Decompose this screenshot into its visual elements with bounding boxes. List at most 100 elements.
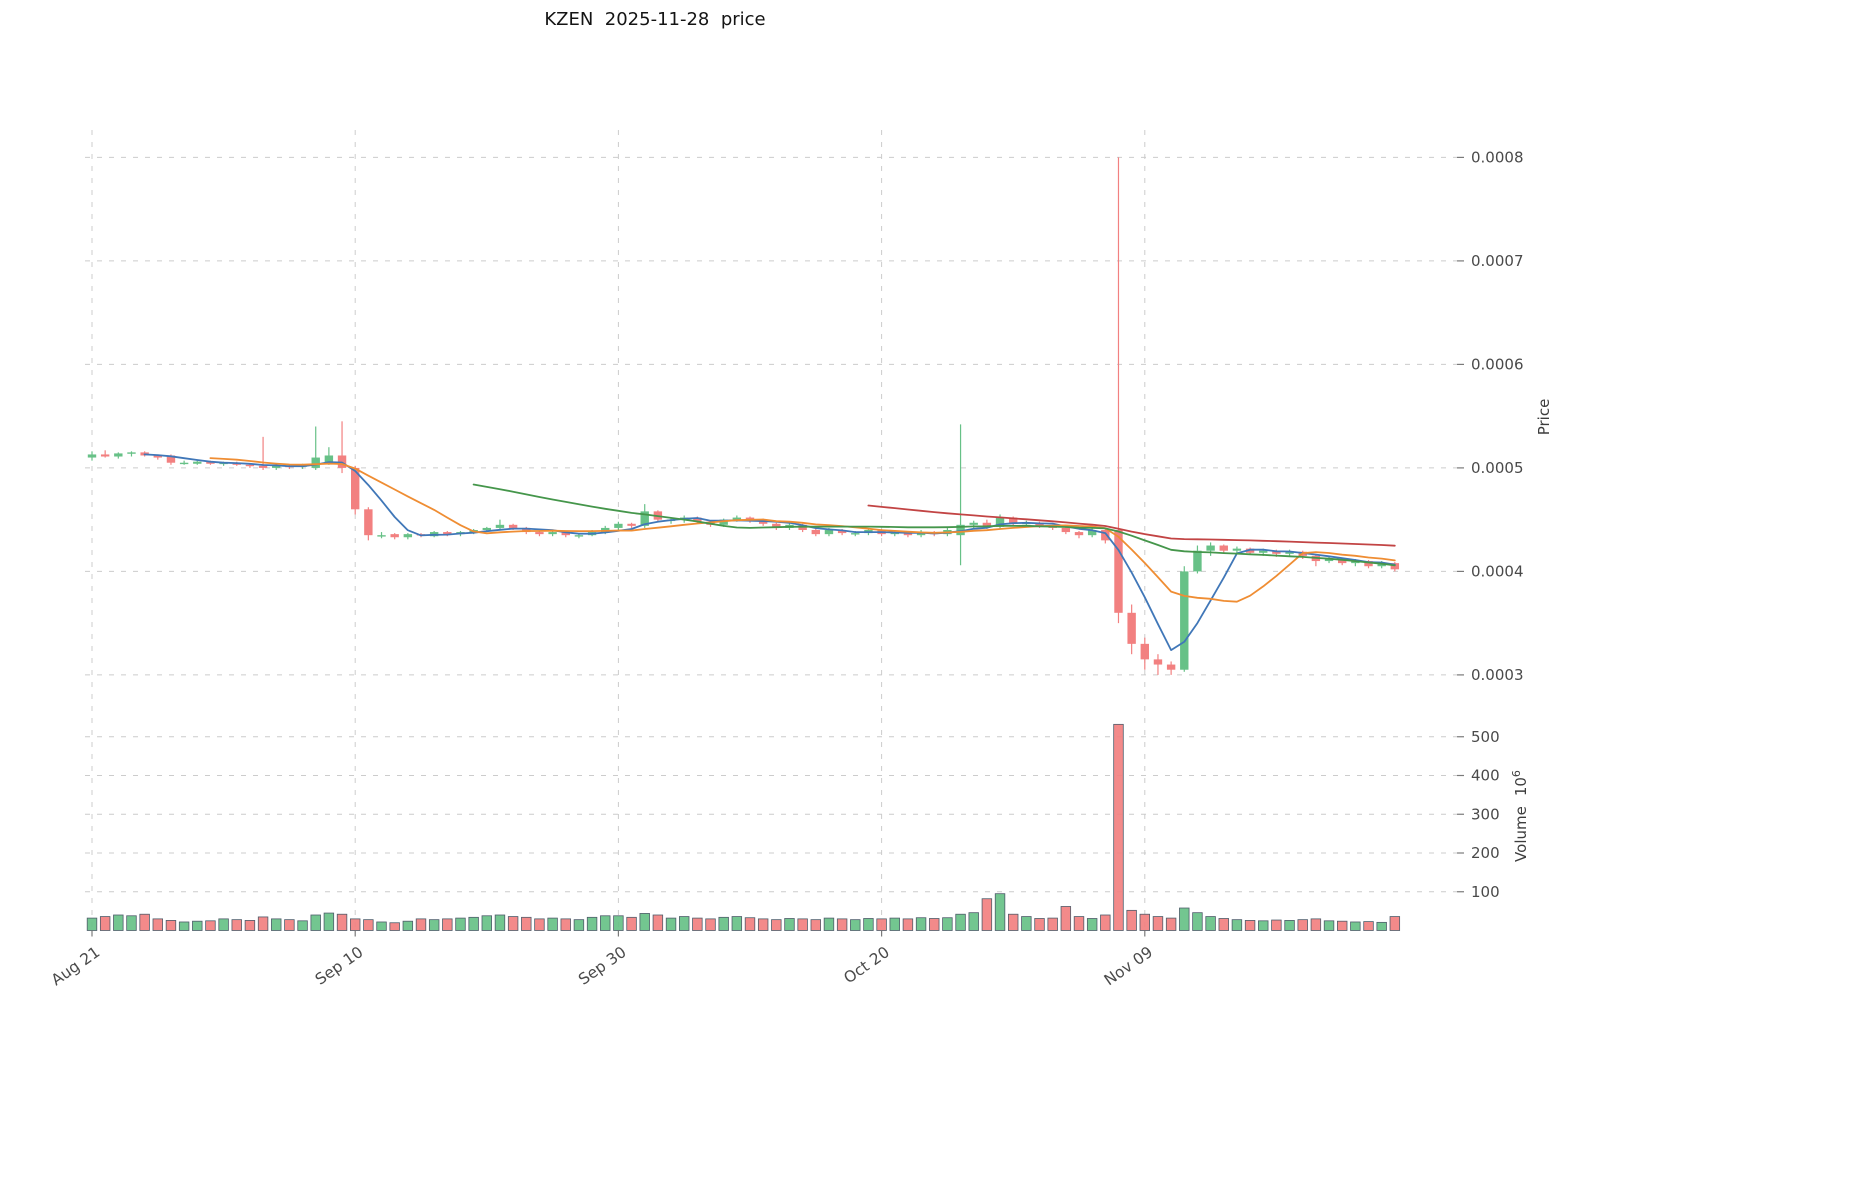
volume-tick-label: 500	[1471, 728, 1500, 746]
candle-body	[561, 532, 570, 536]
volume-bar	[376, 921, 387, 931]
volume-bar	[468, 916, 479, 931]
volume-bar	[981, 898, 993, 931]
date-tick-label: Sep 30	[575, 943, 629, 989]
candle-body	[324, 455, 334, 463]
volume-bar	[679, 916, 690, 931]
candle-body	[390, 534, 399, 538]
volume-bar	[797, 918, 808, 931]
candle-body	[377, 535, 386, 537]
volume-bar	[1231, 919, 1243, 931]
volume-bar	[113, 914, 124, 931]
volume-bar	[481, 915, 493, 931]
volume-bar	[1205, 916, 1216, 931]
candle-body	[1245, 548, 1255, 553]
volume-bar	[784, 918, 795, 931]
axis-ticks-and-labels: 0.0003 0.0004 0.0005 0.0006 0.0007 0.0008 100 2…	[48, 148, 1524, 989]
candle-body	[482, 527, 491, 530]
candle-body	[193, 461, 202, 464]
volume-bar	[310, 914, 321, 931]
volume-bar	[1047, 917, 1058, 931]
candle-body	[1101, 530, 1110, 541]
volume-bar	[1152, 916, 1164, 931]
volume-bar	[1258, 920, 1269, 931]
price-tick-label: 0.0007	[1471, 252, 1524, 270]
candle-body	[693, 517, 702, 522]
volume-bar	[244, 920, 256, 931]
volume-tick-label: 100	[1471, 883, 1500, 901]
date-tick-label: Sep 10	[312, 943, 366, 989]
volume-bar	[1363, 921, 1374, 931]
volume-bar	[994, 893, 1006, 931]
price-tick-label: 0.0003	[1471, 666, 1524, 684]
candle-body	[1127, 612, 1136, 644]
volume-bar	[942, 917, 953, 931]
volume-bar	[586, 916, 598, 931]
candle-body	[824, 530, 834, 535]
volume-bar	[836, 918, 848, 931]
volume-bar	[889, 917, 900, 931]
candle-body	[1285, 551, 1294, 554]
volume-bar	[757, 918, 769, 931]
volume-bar	[1034, 918, 1045, 931]
volume-bar	[915, 917, 927, 931]
volume-bar	[323, 912, 335, 931]
ma5-line	[143, 453, 1396, 651]
volume-bar	[547, 917, 558, 931]
volume-tick-label: 200	[1471, 844, 1500, 862]
candle-body	[851, 533, 860, 535]
candle-body	[311, 457, 320, 468]
candle-body	[1035, 522, 1044, 526]
volume-bar	[1389, 916, 1401, 931]
volume-bar	[1165, 917, 1177, 931]
volume-bar	[902, 918, 914, 931]
candle-body	[1180, 571, 1189, 670]
candle-body	[153, 455, 162, 458]
volume-bar	[336, 913, 348, 931]
date-tick-label: Aug 21	[48, 943, 103, 989]
volume-bar	[771, 919, 782, 931]
volume-bar	[1073, 916, 1085, 931]
volume-bar	[126, 915, 137, 931]
candle-body	[114, 453, 123, 457]
candle-body	[1061, 527, 1071, 533]
volume-bar	[1244, 920, 1256, 931]
volume-bar	[218, 918, 229, 931]
candle-body	[100, 454, 110, 457]
volume-bar	[955, 913, 966, 931]
candle-body	[627, 523, 636, 526]
volume-bar	[297, 920, 308, 931]
volume-bar	[1192, 912, 1203, 931]
volume-bar	[718, 916, 729, 931]
volume-bar	[178, 921, 190, 931]
price-tick-label: 0.0005	[1471, 459, 1524, 477]
moving-average-lines	[143, 453, 1396, 651]
volume-bar	[494, 914, 506, 931]
candle-body	[351, 467, 360, 510]
candle-body	[811, 530, 820, 535]
candle-body	[495, 524, 505, 528]
volume-bar	[205, 920, 216, 931]
candle-body	[837, 530, 847, 534]
volume-bar	[1126, 909, 1137, 931]
volume-bar	[573, 919, 585, 931]
volume-bar	[1284, 920, 1295, 931]
volume-bar	[402, 920, 414, 931]
price-tick-label: 0.0008	[1471, 148, 1524, 166]
candle-body	[535, 532, 544, 535]
volume-bar	[1297, 919, 1308, 931]
volume-bar	[455, 917, 466, 931]
candle-body	[508, 524, 518, 528]
ma30-line	[472, 483, 1396, 567]
volume-bar	[139, 913, 150, 931]
volume-bar	[1350, 921, 1361, 931]
volume-bar	[613, 915, 624, 931]
volume-bar	[1179, 907, 1190, 931]
volume-bar	[1139, 913, 1151, 931]
volume-bar	[231, 919, 242, 931]
volume-bar	[560, 918, 571, 931]
volume-bar	[165, 920, 177, 931]
volume-bar	[415, 918, 427, 931]
ma10-line	[209, 457, 1396, 603]
